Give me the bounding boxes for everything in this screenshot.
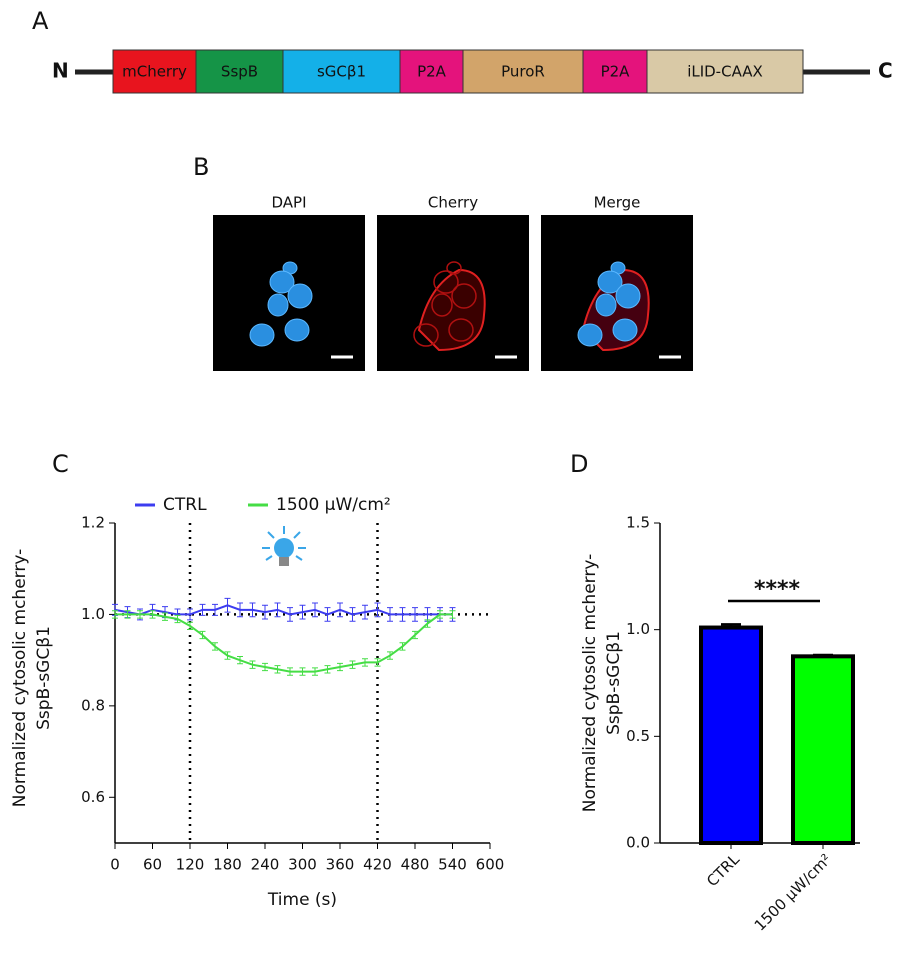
y-axis-title: SspB-sGCβ1 (604, 631, 624, 735)
x-tick-label: 540 (438, 856, 467, 874)
y-tick-label: 1.5 (626, 514, 650, 532)
nucleus (577, 323, 603, 347)
y-tick-label: 0.0 (626, 834, 650, 852)
construct-segment (462, 49, 584, 94)
x-tick-label: 120 (176, 856, 205, 874)
nucleus-outline (431, 293, 453, 317)
image-title: Cherry (428, 194, 478, 212)
nucleus-outline (413, 323, 439, 347)
significance-label: **** (754, 577, 801, 602)
nucleus (284, 318, 310, 342)
segment-label: P2A (417, 63, 447, 81)
series-line (115, 613, 453, 673)
nucleus (287, 283, 313, 309)
panel-label: A (32, 7, 49, 35)
x-tick-label: 420 (363, 856, 392, 874)
x-tick-label: 1500 μW/cm² (751, 850, 835, 934)
legend-label: CTRL (163, 495, 207, 515)
segment-label: P2A (601, 63, 631, 81)
segment-label: sGCβ1 (317, 63, 366, 81)
y-axis-title: Normalized cytosolic mcherry- (10, 549, 30, 807)
y-tick-label: 1.0 (626, 620, 650, 638)
panel-label: B (193, 153, 209, 181)
series-line (114, 604, 453, 616)
x-tick-label: CTRL (703, 850, 743, 890)
x-tick-label: 480 (401, 856, 430, 874)
panel-label: C (52, 450, 69, 478)
legend-label: 1500 μW/cm² (276, 495, 391, 515)
nucleus (615, 283, 641, 309)
x-tick-label: 300 (288, 856, 317, 874)
nucleus (597, 270, 623, 294)
y-tick-label: 0.8 (81, 696, 105, 714)
x-tick-label: 600 (476, 856, 505, 874)
y-tick-label: 0.6 (81, 788, 105, 806)
cell-cytoplasm (417, 268, 486, 352)
segment-label: PuroR (501, 63, 545, 81)
construct-segment (582, 49, 648, 94)
construct-segment (399, 49, 464, 94)
nucleus (595, 293, 617, 317)
bar (791, 654, 855, 845)
y-axis-title: SspB-sGCβ1 (34, 626, 54, 730)
construct-segment (112, 49, 197, 94)
bar (699, 625, 763, 845)
nucleus (249, 323, 275, 347)
x-tick-label: 360 (326, 856, 355, 874)
image-title: DAPI (271, 194, 306, 212)
segment-label: mCherry (122, 63, 187, 81)
x-tick-label: 240 (251, 856, 280, 874)
panel-label: D (570, 450, 588, 478)
x-tick-label: 180 (213, 856, 242, 874)
n-terminus: N (52, 59, 69, 83)
light-bulb-icon (262, 526, 306, 566)
x-tick-label: 0 (110, 856, 120, 874)
construct-segment (195, 49, 284, 94)
segment-label: SspB (221, 63, 258, 81)
y-axis-title: Normalized cytosolic mcherry- (580, 554, 600, 812)
image-title: Merge (594, 194, 641, 212)
y-tick-label: 1.2 (81, 514, 105, 532)
y-tick-label: 1.0 (81, 605, 105, 623)
segment-label: iLID-CAAX (687, 63, 763, 81)
x-axis-title: Time (s) (267, 890, 337, 910)
x-tick-label: 60 (143, 856, 162, 874)
nucleus (267, 293, 289, 317)
nucleus-outline (448, 318, 474, 342)
c-terminus: C (878, 59, 893, 83)
nucleus-outline (451, 283, 477, 309)
y-tick-label: 0.5 (626, 727, 650, 745)
construct-segment (282, 49, 401, 94)
nucleus-outline (433, 270, 459, 294)
nucleus (269, 270, 295, 294)
construct-segment (646, 49, 804, 94)
nucleus (612, 318, 638, 342)
